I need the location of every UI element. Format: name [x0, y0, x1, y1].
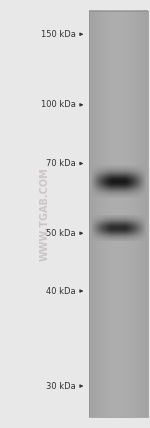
Text: 150 kDa: 150 kDa: [41, 30, 76, 39]
Text: 70 kDa: 70 kDa: [46, 159, 76, 168]
Text: 40 kDa: 40 kDa: [46, 286, 76, 296]
Text: 50 kDa: 50 kDa: [46, 229, 76, 238]
Bar: [89, 11, 148, 417]
Text: WWW.TGAB.COM: WWW.TGAB.COM: [40, 167, 50, 261]
Text: 100 kDa: 100 kDa: [41, 100, 76, 110]
Text: 30 kDa: 30 kDa: [46, 381, 76, 391]
